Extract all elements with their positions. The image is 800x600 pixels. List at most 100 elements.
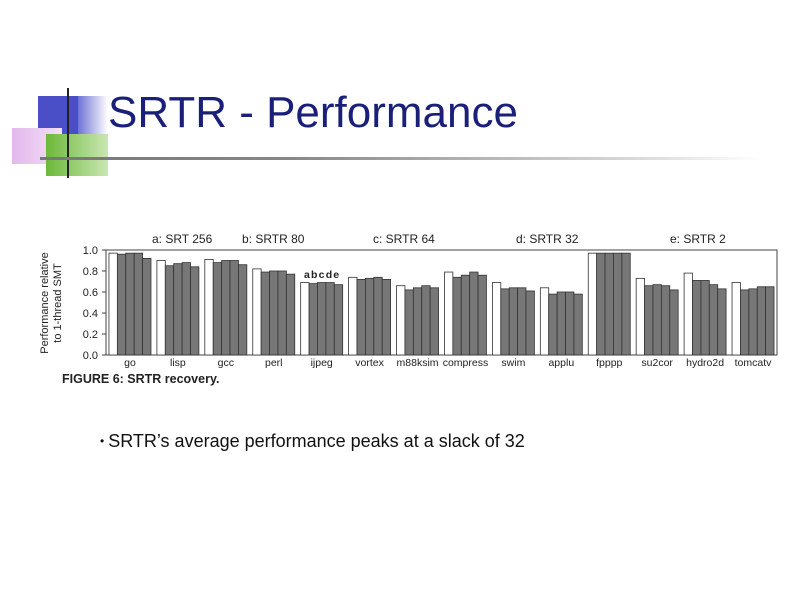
bar-e: [381, 279, 392, 356]
bar-a: [731, 282, 741, 356]
bar-d: [373, 276, 383, 356]
bar-b: [356, 279, 366, 356]
y-tick-label: 1.0: [83, 245, 98, 257]
bar-d: [517, 287, 527, 356]
bar-e: [669, 289, 679, 356]
x-tick-label: su2cor: [641, 357, 673, 369]
bar-a: [300, 282, 310, 356]
bar-c: [748, 288, 758, 356]
bar-a: [491, 282, 502, 356]
bar-c: [173, 263, 183, 356]
bar-b: [692, 280, 702, 356]
bar-d: [708, 284, 719, 356]
bar-c: [317, 282, 327, 356]
bar-a: [635, 277, 645, 356]
bar-e: [525, 290, 535, 356]
y-tick-label: 0.6: [83, 287, 98, 299]
bar-c: [365, 277, 375, 356]
x-tick-label: gcc: [218, 357, 234, 369]
bar-a: [539, 287, 550, 356]
bar-b: [164, 265, 175, 356]
bar-b: [548, 293, 558, 356]
bar-c: [460, 274, 471, 356]
deco-blue-fade: [78, 96, 108, 136]
bar-d: [133, 252, 143, 356]
deco-green-square: [46, 134, 108, 176]
group-label: a: SRT 256: [152, 232, 213, 246]
bar-d: [325, 282, 335, 356]
group-label: c: SRTR 64: [373, 232, 435, 246]
bar-c: [269, 270, 279, 356]
bar-b: [404, 289, 414, 356]
bar-d: [660, 285, 671, 356]
bar-c: [125, 252, 135, 356]
bar-e: [765, 286, 775, 356]
bar-e: [285, 273, 296, 356]
x-tick-label: hydro2d: [686, 357, 724, 369]
bar-d: [421, 285, 431, 356]
y-axis-label: to 1-thread SMT: [52, 263, 64, 343]
group-label: e: SRTR 2: [670, 232, 726, 246]
bar-letters-annotation: abcde: [304, 269, 340, 281]
bar-c: [556, 291, 566, 356]
bar-d: [181, 262, 191, 356]
group-label: d: SRTR 32: [516, 232, 579, 246]
y-tick-label: 0.2: [83, 329, 98, 341]
x-tick-label: m88ksim: [397, 357, 439, 369]
bar-b: [596, 252, 606, 356]
bullet-item: • SRTR’s average performance peaks at a s…: [100, 431, 525, 452]
deco-vertical-line: [67, 88, 69, 178]
bar-e: [142, 257, 152, 356]
bar-b: [116, 253, 127, 356]
bar-e: [621, 252, 631, 356]
bar-b: [644, 285, 654, 356]
bar-d: [565, 291, 575, 356]
bar-a: [156, 260, 166, 356]
bar-a: [252, 268, 262, 356]
figure-srtr-recovery: 0.0 0.2 0.4 0.6 0.8 1.0 Performance relative to…: [36, 228, 780, 388]
plot-frame: [105, 249, 778, 356]
bar-b: [308, 283, 318, 356]
bar-e: [429, 287, 439, 356]
x-tick-label: vortex: [355, 357, 384, 369]
bar-c: [412, 287, 423, 356]
x-tick-label: tomcatv: [735, 357, 773, 369]
bar-b: [740, 289, 750, 356]
y-tick-label: 0.8: [83, 266, 98, 278]
bar-d: [469, 271, 479, 356]
slide-title: SRTR - Performance: [108, 88, 518, 137]
x-tick-label: fpppp: [596, 357, 622, 369]
bar-d: [613, 252, 623, 356]
x-tick-label: go: [124, 357, 136, 369]
bar-b: [500, 288, 510, 356]
bar-c: [700, 280, 710, 356]
bar-c: [652, 284, 662, 356]
bar-a: [348, 276, 358, 356]
figure-caption: FIGURE 6: SRTR recovery.: [62, 372, 219, 386]
y-tick-label: 0.4: [83, 308, 98, 320]
x-tick-label: perl: [265, 357, 283, 369]
bar-e: [190, 266, 200, 356]
title-underline: [40, 157, 760, 160]
bullet-text: SRTR’s average performance peaks at a sl…: [108, 431, 525, 451]
bar-c: [221, 260, 231, 356]
bar-d: [229, 260, 239, 356]
bar-e: [477, 274, 487, 356]
x-tick-label: lisp: [170, 357, 186, 369]
bar-b: [452, 276, 462, 356]
y-axis-label: Performance relative: [39, 252, 51, 354]
bar-a: [108, 252, 118, 356]
bar-a: [444, 271, 454, 356]
x-tick-label: applu: [548, 357, 574, 369]
bar-c: [508, 287, 518, 356]
bar-d: [756, 286, 767, 356]
bar-a: [587, 252, 598, 356]
bar-a: [204, 259, 214, 356]
bar-c: [604, 252, 614, 356]
bar-e: [238, 264, 248, 356]
y-tick-label: 0.0: [83, 350, 98, 362]
bar-a: [683, 272, 693, 356]
bar-d: [277, 270, 287, 356]
bar-b: [212, 262, 223, 356]
